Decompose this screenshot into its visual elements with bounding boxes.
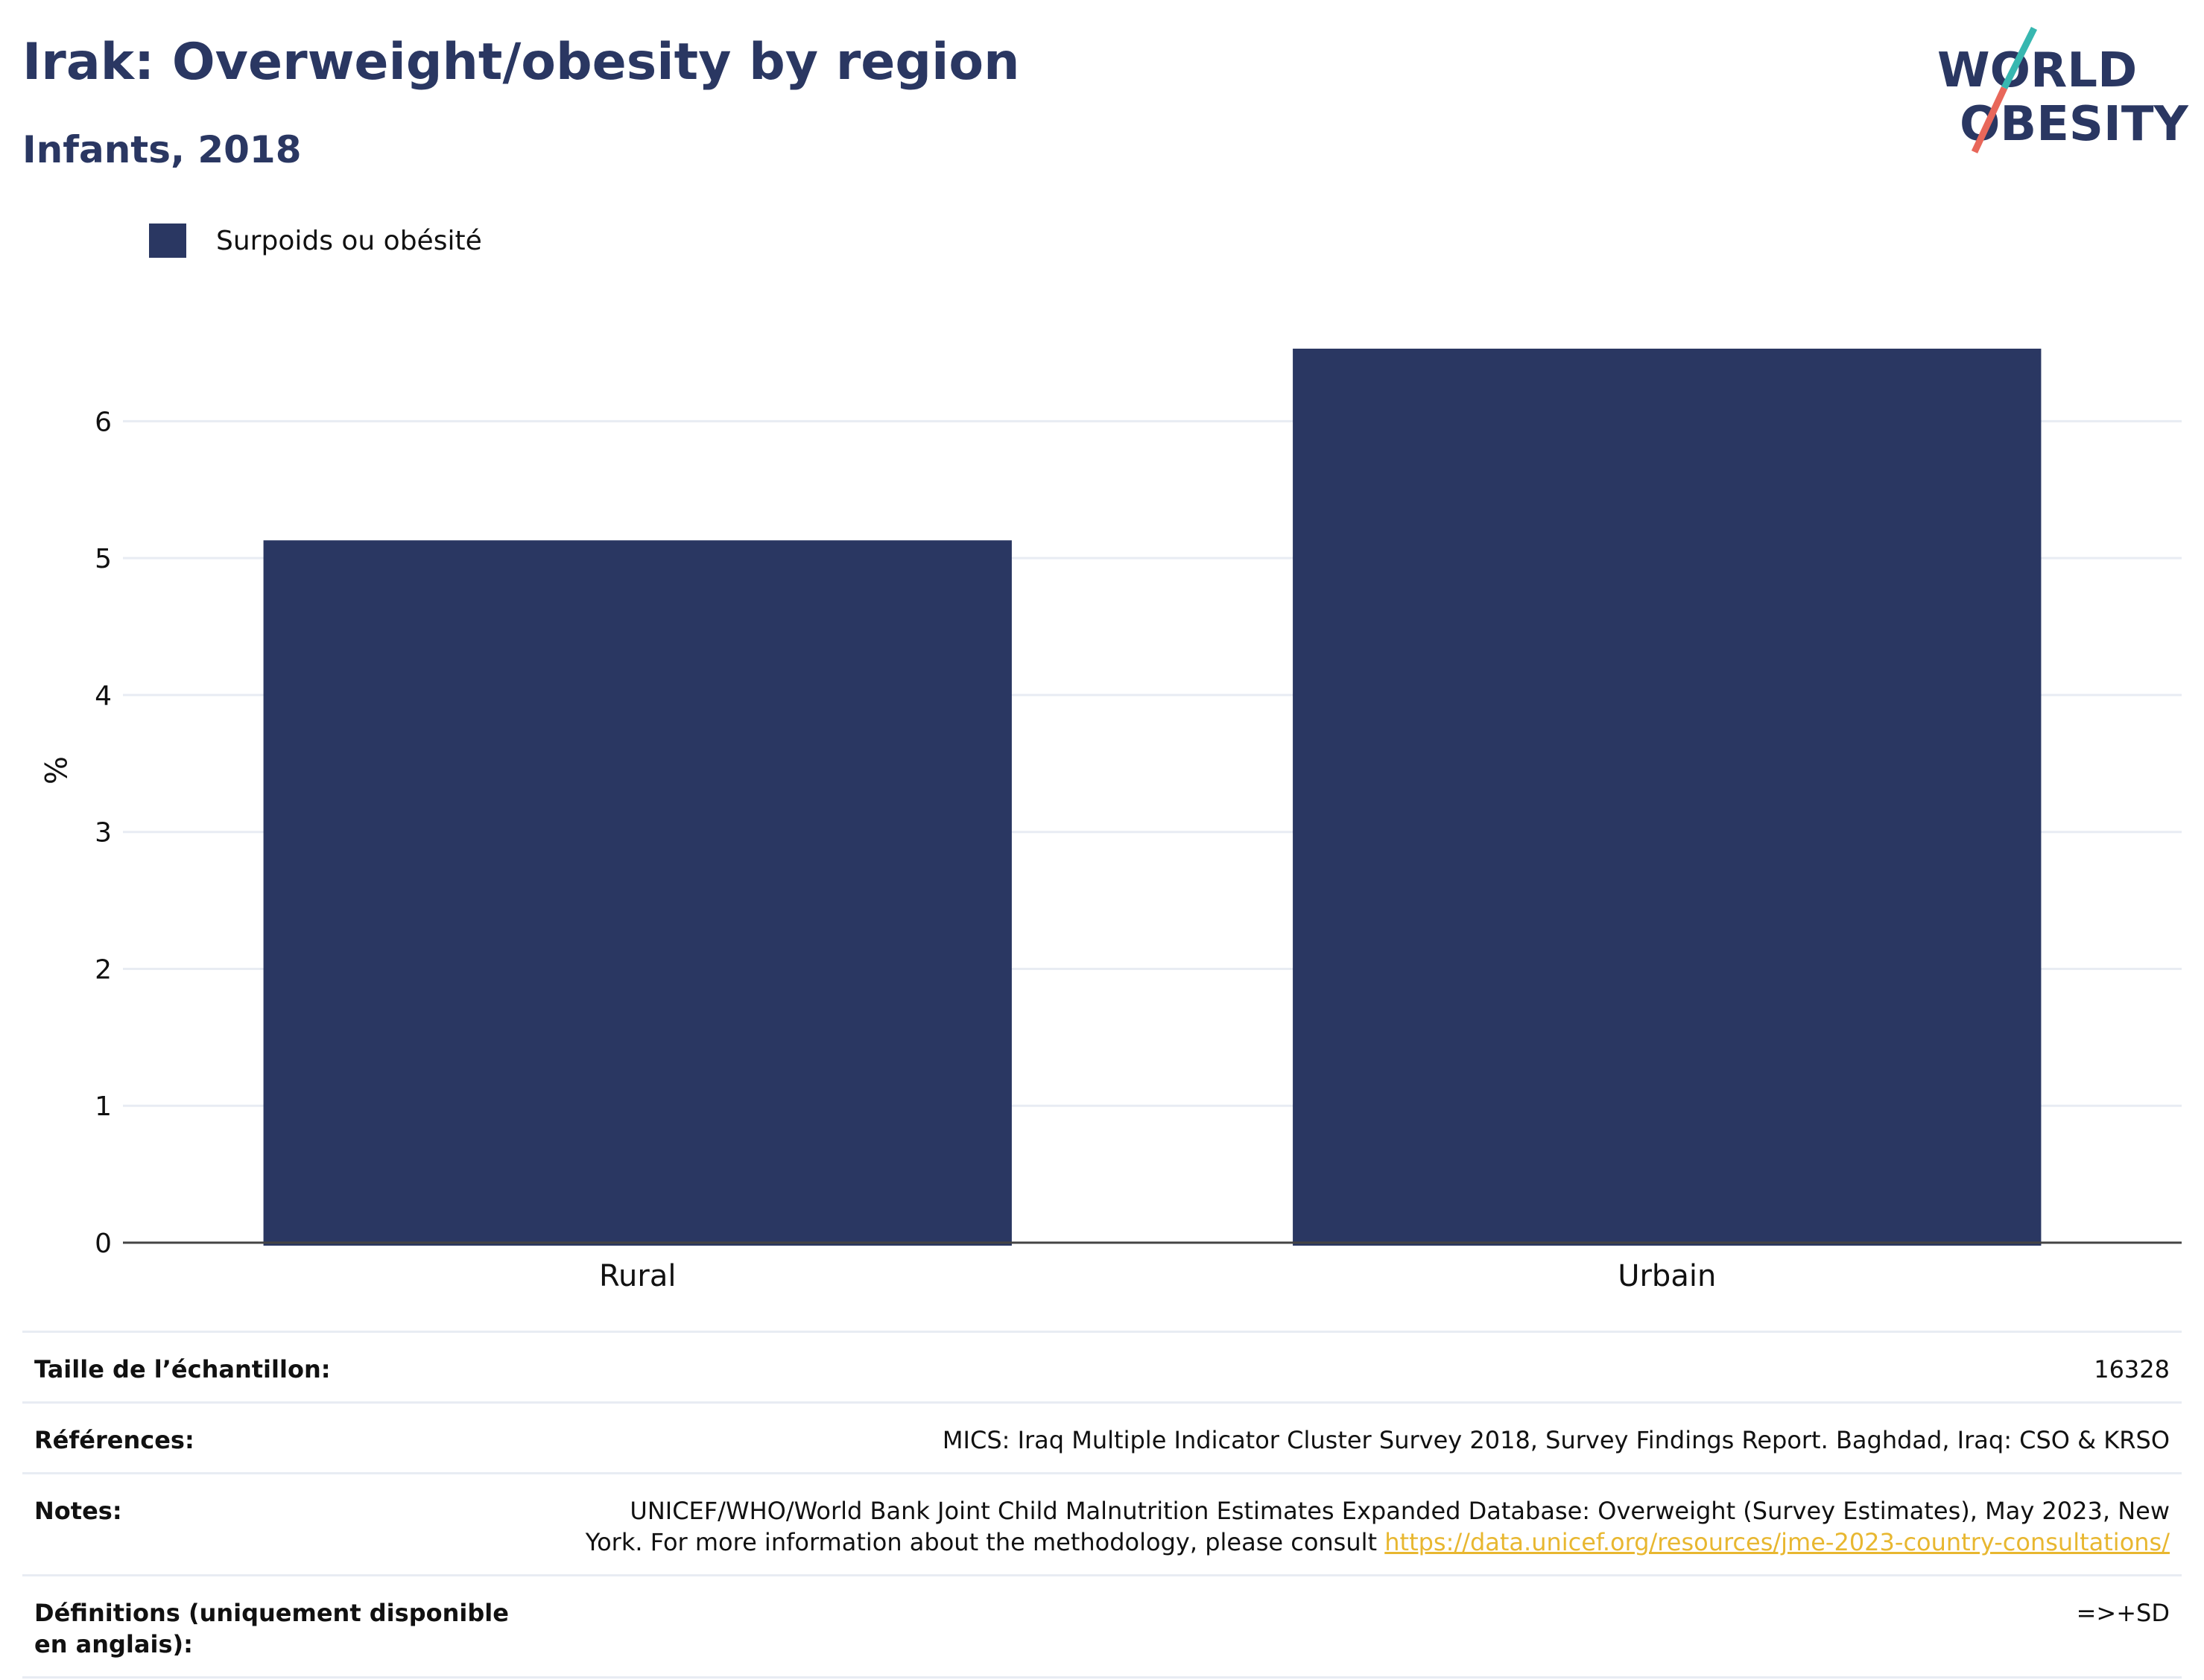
notes-line1: UNICEF/WHO/World Bank Joint Child Malnut… <box>630 1497 2170 1525</box>
references-label: Références: <box>22 1401 523 1474</box>
definitions-label: Définitions (uniquement disponible en an… <box>22 1574 523 1679</box>
info-row-notes: Notes: UNICEF/WHO/World Bank Joint Child… <box>22 1472 2182 1576</box>
notes-label: Notes: <box>22 1472 523 1576</box>
legend: Surpoids ou obésité <box>149 224 482 258</box>
y-tick-label: 5 <box>95 544 112 574</box>
logo-slash-top <box>2001 26 2038 90</box>
y-axis-label: % <box>37 756 72 784</box>
y-tick-label: 0 <box>95 1229 112 1259</box>
info-row-references: Références: MICS: Iraq Multiple Indicato… <box>22 1401 2182 1474</box>
y-tick-label: 2 <box>95 954 112 985</box>
chart-subtitle: Infants, 2018 <box>22 128 302 171</box>
bar-chart: 0 1 2 3 4 5 6 Rural Urbain% <box>37 348 2182 1293</box>
methodology-link[interactable]: https://data.unicef.org/resources/jme-20… <box>1384 1528 2170 1556</box>
notes-value: UNICEF/WHO/World Bank Joint Child Malnut… <box>523 1472 2182 1576</box>
sample-value: 16328 <box>523 1331 2182 1403</box>
x-tick-label: Urbain <box>1618 1259 1716 1293</box>
bar-urbain <box>1293 348 2042 1246</box>
y-tick-label: 6 <box>95 407 112 437</box>
chart-title: Irak: Overweight/obesity by region <box>22 33 1020 92</box>
y-tick-label: 1 <box>95 1091 112 1122</box>
y-tick-label: 4 <box>95 681 112 711</box>
references-value: MICS: Iraq Multiple Indicator Cluster Su… <box>523 1401 2182 1474</box>
logo-slash-bottom <box>1971 86 2008 153</box>
sample-label: Taille de l’échantillon: <box>22 1331 523 1403</box>
info-row-definitions: Définitions (uniquement disponible en an… <box>22 1574 2182 1679</box>
definitions-value: =>+SD <box>523 1574 2182 1679</box>
y-tick-label: 3 <box>95 818 112 849</box>
info-row-sample: Taille de l’échantillon: 16328 <box>22 1331 2182 1403</box>
logo-line1: WORLD <box>1937 43 2137 98</box>
x-tick-label: Rural <box>599 1259 676 1293</box>
legend-label: Surpoids ou obésité <box>216 225 482 256</box>
info-table: Taille de l’échantillon: 16328 Référence… <box>22 1331 2182 1679</box>
legend-swatch <box>149 224 186 258</box>
world-obesity-logo: WORLD OBESITY <box>1937 26 2188 153</box>
bar-rural <box>263 540 1012 1246</box>
notes-line2: York. For more information about the met… <box>585 1528 1378 1556</box>
